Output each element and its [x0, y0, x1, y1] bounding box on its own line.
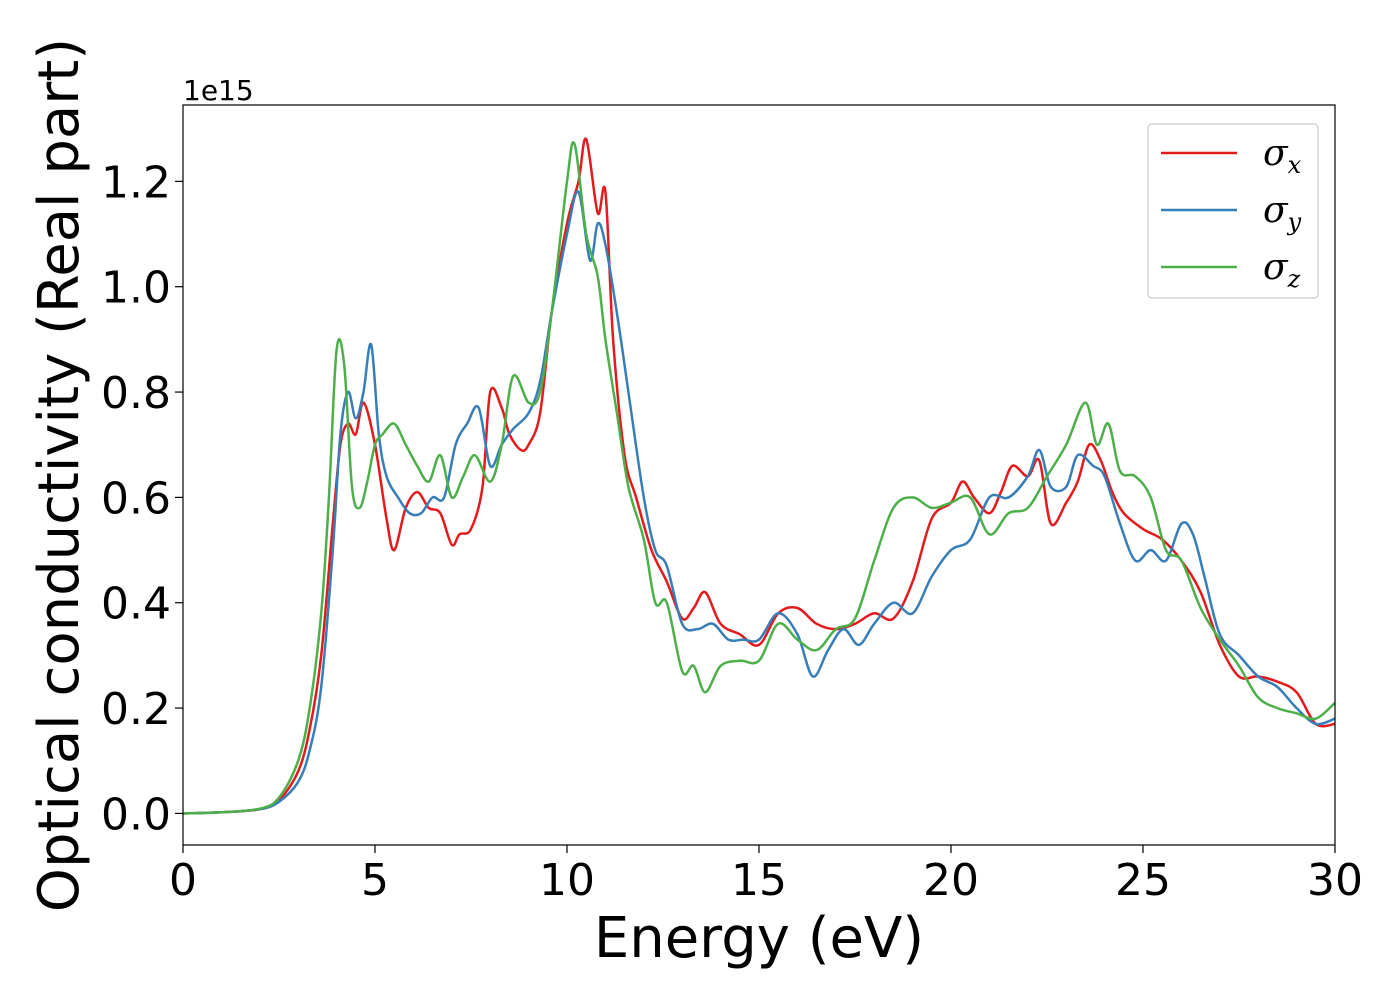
series-line-x [183, 137, 1335, 815]
x-tick-label: 0 [169, 855, 197, 906]
legend-label-subscript: z [1287, 265, 1301, 293]
y-tick-label: 0.6 [101, 473, 171, 524]
y-tick-label: 0.8 [101, 368, 171, 419]
series-layer [183, 137, 1335, 815]
x-axis: 0 5 10 15 20 25 30 [169, 845, 1363, 906]
x-tick-label: 10 [539, 855, 595, 906]
y-tick-label: 0.0 [101, 789, 171, 840]
legend-label-base: σ [1263, 247, 1289, 288]
legend-label-subscript: y [1287, 208, 1302, 236]
series-line-z [183, 141, 1335, 815]
y-tick-label: 1.0 [101, 263, 171, 314]
x-tick-label: 25 [1115, 855, 1171, 906]
legend-label-x: σx [1263, 133, 1302, 179]
y-tick-label: 0.2 [101, 684, 171, 735]
y-tick-label: 1.2 [101, 157, 171, 208]
legend-label-base: σ [1263, 133, 1289, 174]
y-offset-label: 1e15 [183, 74, 254, 107]
legend-label-z: σz [1263, 247, 1301, 293]
y-tick-label: 0.4 [101, 579, 171, 630]
y-axis: 0.0 0.2 0.4 0.6 0.8 1.0 1.2 [101, 157, 183, 840]
legend-label-subscript: x [1288, 151, 1302, 179]
y-axis-title: Optical conductivity (Real part) [27, 38, 92, 912]
x-tick-label: 20 [923, 855, 979, 906]
x-tick-label: 15 [731, 855, 787, 906]
x-tick-label: 30 [1307, 855, 1363, 906]
x-axis-title: Energy (eV) [594, 906, 924, 971]
legend-label-base: σ [1263, 190, 1289, 231]
legend-label-y: σy [1263, 190, 1302, 236]
x-tick-label: 5 [361, 855, 389, 906]
series-line-y [183, 190, 1335, 815]
